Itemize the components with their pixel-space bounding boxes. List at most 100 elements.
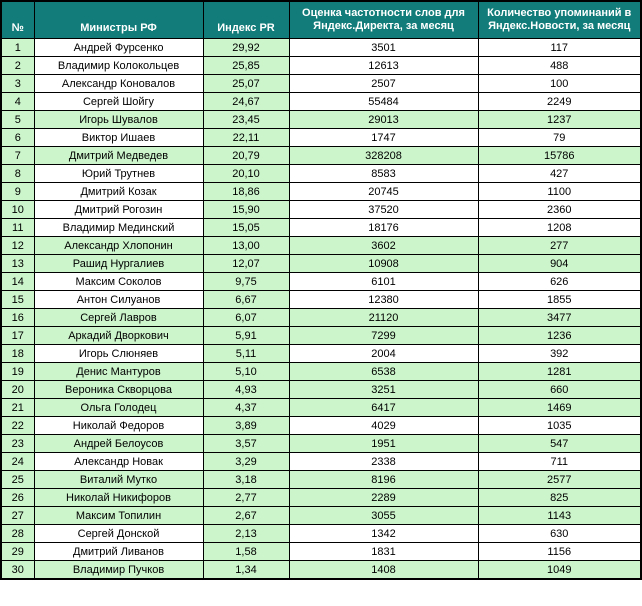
cell-rank: 29 xyxy=(0,542,35,561)
table-row: 6 Виктор Ишаев 22,11 1747 79 xyxy=(0,128,642,147)
cell-news-mentions: 427 xyxy=(477,164,642,183)
table-row: 8 Юрий Трутнев 20,10 8583 427 xyxy=(0,164,642,183)
cell-news-mentions: 117 xyxy=(477,38,642,57)
cell-rank: 12 xyxy=(0,236,35,255)
table-row: 21 Ольга Голодец 4,37 6417 1469 xyxy=(0,398,642,417)
table-row: 20 Вероника Скворцова 4,93 3251 660 xyxy=(0,380,642,399)
cell-pr-index: 2,67 xyxy=(202,506,290,525)
cell-rank: 1 xyxy=(0,38,35,57)
cell-rank: 22 xyxy=(0,416,35,435)
cell-minister-name: Николай Никифоров xyxy=(33,488,204,507)
table-row: 7 Дмитрий Медведев 20,79 328208 15786 xyxy=(0,146,642,165)
cell-minister-name: Сергей Лавров xyxy=(33,308,204,327)
cell-minister-name: Юрий Трутнев xyxy=(33,164,204,183)
cell-direct-frequency: 12380 xyxy=(288,290,479,309)
cell-rank: 3 xyxy=(0,74,35,93)
cell-direct-frequency: 1831 xyxy=(288,542,479,561)
cell-minister-name: Николай Федоров xyxy=(33,416,204,435)
table-row: 23 Андрей Белоусов 3,57 1951 547 xyxy=(0,434,642,453)
cell-rank: 7 xyxy=(0,146,35,165)
cell-direct-frequency: 328208 xyxy=(288,146,479,165)
cell-pr-index: 3,18 xyxy=(202,470,290,489)
cell-news-mentions: 488 xyxy=(477,56,642,75)
cell-news-mentions: 100 xyxy=(477,74,642,93)
table-row: 9 Дмитрий Козак 18,86 20745 1100 xyxy=(0,182,642,201)
table-row: 27 Максим Топилин 2,67 3055 1143 xyxy=(0,506,642,525)
cell-direct-frequency: 2289 xyxy=(288,488,479,507)
cell-rank: 2 xyxy=(0,56,35,75)
cell-news-mentions: 1237 xyxy=(477,110,642,129)
cell-rank: 21 xyxy=(0,398,35,417)
cell-news-mentions: 2360 xyxy=(477,200,642,219)
cell-pr-index: 25,07 xyxy=(202,74,290,93)
cell-news-mentions: 79 xyxy=(477,128,642,147)
cell-news-mentions: 1281 xyxy=(477,362,642,381)
cell-direct-frequency: 20745 xyxy=(288,182,479,201)
table-row: 22 Николай Федоров 3,89 4029 1035 xyxy=(0,416,642,435)
cell-pr-index: 3,29 xyxy=(202,452,290,471)
cell-pr-index: 3,57 xyxy=(202,434,290,453)
table-row: 1 Андрей Фурсенко 29,92 3501 117 xyxy=(0,38,642,57)
cell-rank: 8 xyxy=(0,164,35,183)
cell-minister-name: Александр Новак xyxy=(33,452,204,471)
cell-pr-index: 15,05 xyxy=(202,218,290,237)
cell-minister-name: Виктор Ишаев xyxy=(33,128,204,147)
cell-direct-frequency: 3602 xyxy=(288,236,479,255)
cell-direct-frequency: 29013 xyxy=(288,110,479,129)
cell-direct-frequency: 8583 xyxy=(288,164,479,183)
cell-pr-index: 22,11 xyxy=(202,128,290,147)
cell-direct-frequency: 6101 xyxy=(288,272,479,291)
cell-rank: 10 xyxy=(0,200,35,219)
cell-direct-frequency: 37520 xyxy=(288,200,479,219)
cell-direct-frequency: 1951 xyxy=(288,434,479,453)
cell-minister-name: Игорь Слюняев xyxy=(33,344,204,363)
cell-pr-index: 1,34 xyxy=(202,560,290,580)
cell-pr-index: 23,45 xyxy=(202,110,290,129)
cell-minister-name: Андрей Белоусов xyxy=(33,434,204,453)
cell-minister-name: Александр Коновалов xyxy=(33,74,204,93)
cell-direct-frequency: 2507 xyxy=(288,74,479,93)
cell-pr-index: 13,00 xyxy=(202,236,290,255)
cell-direct-frequency: 3501 xyxy=(288,38,479,57)
cell-minister-name: Максим Топилин xyxy=(33,506,204,525)
cell-minister-name: Дмитрий Ливанов xyxy=(33,542,204,561)
cell-news-mentions: 2249 xyxy=(477,92,642,111)
cell-news-mentions: 904 xyxy=(477,254,642,273)
cell-pr-index: 12,07 xyxy=(202,254,290,273)
cell-rank: 19 xyxy=(0,362,35,381)
cell-pr-index: 5,11 xyxy=(202,344,290,363)
cell-direct-frequency: 12613 xyxy=(288,56,479,75)
header-ministers: Министры РФ xyxy=(33,0,204,39)
cell-news-mentions: 277 xyxy=(477,236,642,255)
cell-minister-name: Дмитрий Рогозин xyxy=(33,200,204,219)
cell-direct-frequency: 21120 xyxy=(288,308,479,327)
cell-minister-name: Владимир Пучков xyxy=(33,560,204,580)
ministers-pr-rating-table: № Министры РФ Индекс PR Оценка частотнос… xyxy=(0,0,642,580)
cell-rank: 24 xyxy=(0,452,35,471)
cell-rank: 13 xyxy=(0,254,35,273)
table-row: 12 Александр Хлопонин 13,00 3602 277 xyxy=(0,236,642,255)
cell-pr-index: 5,91 xyxy=(202,326,290,345)
cell-rank: 26 xyxy=(0,488,35,507)
cell-news-mentions: 547 xyxy=(477,434,642,453)
cell-direct-frequency: 3251 xyxy=(288,380,479,399)
cell-news-mentions: 630 xyxy=(477,524,642,543)
cell-rank: 11 xyxy=(0,218,35,237)
cell-direct-frequency: 6538 xyxy=(288,362,479,381)
cell-minister-name: Аркадий Дворкович xyxy=(33,326,204,345)
table-body: 1 Андрей Фурсенко 29,92 3501 117 2 Владимир Ко… xyxy=(0,38,642,580)
cell-direct-frequency: 18176 xyxy=(288,218,479,237)
cell-pr-index: 5,10 xyxy=(202,362,290,381)
cell-direct-frequency: 6417 xyxy=(288,398,479,417)
cell-rank: 4 xyxy=(0,92,35,111)
cell-news-mentions: 660 xyxy=(477,380,642,399)
cell-direct-frequency: 10908 xyxy=(288,254,479,273)
cell-pr-index: 25,85 xyxy=(202,56,290,75)
table-row: 24 Александр Новак 3,29 2338 711 xyxy=(0,452,642,471)
table-header: № Министры РФ Индекс PR Оценка частотнос… xyxy=(0,0,642,39)
cell-pr-index: 18,86 xyxy=(202,182,290,201)
cell-news-mentions: 1208 xyxy=(477,218,642,237)
cell-minister-name: Дмитрий Медведев xyxy=(33,146,204,165)
cell-rank: 16 xyxy=(0,308,35,327)
cell-rank: 6 xyxy=(0,128,35,147)
